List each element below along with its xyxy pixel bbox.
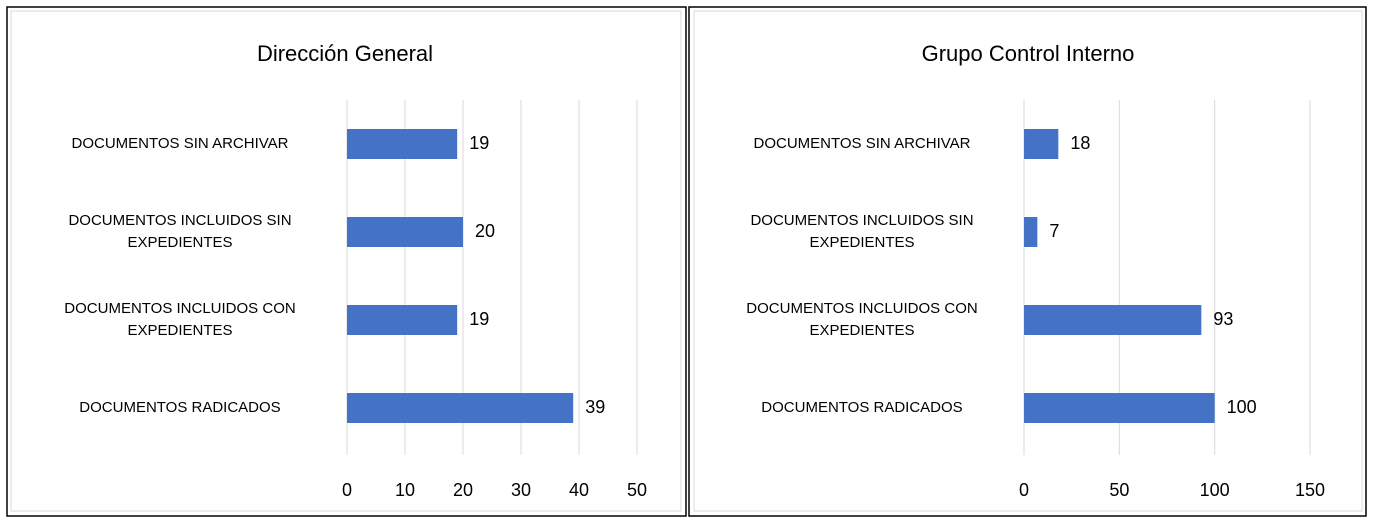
x-tick-label: 100 [1200,480,1230,500]
data-label: 100 [1227,397,1257,417]
panel-border [688,6,1367,517]
x-tick-label: 0 [1019,480,1029,500]
data-label: 7 [1049,221,1059,241]
x-tick-label: 50 [627,480,647,500]
chart-title: Grupo Control Interno [922,41,1135,66]
chart-title: Dirección General [257,41,433,66]
x-tick-label: 50 [1109,480,1129,500]
data-label: 20 [475,221,495,241]
x-tick-label: 150 [1295,480,1325,500]
bar [1024,305,1202,335]
x-tick-label: 20 [453,480,473,500]
x-tick-label: 10 [395,480,415,500]
x-tick-label: 40 [569,480,589,500]
panel-border [6,6,687,517]
data-label: 19 [469,309,489,329]
chart-border [10,10,682,512]
y-tick-label: DOCUMENTOS INCLUIDOS SIN EXPEDIENTES [750,212,974,251]
bar [347,393,574,423]
y-tick-label: DOCUMENTOS INCLUIDOS SIN EXPEDIENTES [68,212,292,251]
x-tick-label: 30 [511,480,531,500]
bar [1024,393,1215,423]
y-tick-label: DOCUMENTOS INCLUIDOS CON EXPEDIENTES [746,300,978,339]
data-label: 93 [1213,309,1233,329]
data-label: 39 [585,397,605,417]
bar [347,217,463,247]
bar [1024,217,1038,247]
y-tick-label: DOCUMENTOS RADICADOS [79,399,281,416]
bar [347,129,458,159]
bar [1024,129,1059,159]
chart-border [693,10,1363,512]
x-tick-label: 0 [342,480,352,500]
y-tick-label: DOCUMENTOS SIN ARCHIVAR [753,135,971,152]
data-label: 19 [469,133,489,153]
y-tick-label: DOCUMENTOS INCLUIDOS CON EXPEDIENTES [64,300,296,339]
bar [347,305,458,335]
y-tick-label: DOCUMENTOS SIN ARCHIVAR [71,135,289,152]
y-tick-label: DOCUMENTOS RADICADOS [761,399,963,416]
data-label: 18 [1070,133,1090,153]
